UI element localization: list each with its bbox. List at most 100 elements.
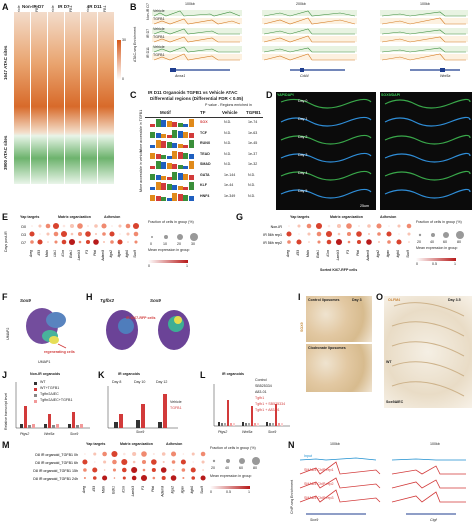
dot-gene-label: Lamb3	[336, 250, 340, 260]
dot	[202, 469, 204, 471]
dot	[131, 475, 137, 481]
c-row-tf: HNF4	[200, 193, 210, 198]
dot	[92, 467, 98, 473]
dot	[141, 459, 147, 465]
dot	[337, 232, 341, 236]
dot	[61, 239, 67, 245]
j-ylabel: Relative transcript level	[4, 392, 8, 430]
j-swatch-2	[34, 388, 37, 391]
dot	[94, 224, 98, 228]
m-size-legend	[212, 457, 260, 465]
c-col-motif: Motif	[160, 110, 171, 115]
dot	[346, 231, 352, 237]
dot-gene-label: Il33	[92, 486, 96, 492]
c-row-vehicle: N.D.	[224, 162, 232, 166]
dot	[125, 223, 131, 229]
b-track-tgf-1: TGFB1	[153, 17, 165, 21]
j-barchart	[15, 382, 90, 429]
row-label-top: 1647 ATAC sites	[3, 45, 8, 80]
dot	[83, 476, 86, 480]
row-label-bottom: 3900 ATAC sites	[3, 135, 8, 170]
dot	[287, 240, 291, 244]
h-gene-1: Tgfbr2	[100, 298, 114, 303]
dot	[182, 453, 185, 455]
dot	[172, 468, 175, 472]
j-swatch-4	[34, 400, 37, 403]
dot-gene-label: Msln	[45, 250, 49, 257]
m-dotplot: D8 IR organoid_TGFB1 0h D8 IR organoid_TG…	[33, 450, 206, 498]
d-day-1: Day 1	[298, 117, 308, 121]
dot	[112, 468, 117, 472]
m-size-tick-1: 40	[225, 466, 229, 470]
g-size-tick-0: 20	[417, 240, 421, 244]
m-group-2: Matrix organization	[120, 442, 153, 446]
dot	[326, 239, 332, 245]
dot	[122, 467, 127, 473]
m-color-0: 0	[210, 490, 212, 494]
c-motif-logo	[150, 161, 194, 169]
dot	[68, 238, 76, 246]
e-legend-title: Fraction of cells in group (%)	[148, 220, 194, 224]
panel-letter-g: G	[236, 212, 244, 222]
dot	[152, 452, 155, 456]
dot-gene-label: Plat	[356, 249, 360, 256]
b-track-veh-2: Vehicle	[153, 27, 165, 31]
k-gene: Sox9	[136, 430, 145, 434]
l-gene-3: Sox9	[268, 430, 277, 434]
j-gene-1: Ptgs2	[20, 432, 30, 436]
j-legend-1: WT	[40, 380, 46, 384]
b-gene-3: Wnt5a	[440, 74, 451, 78]
c-row-vehicle: N.D.	[224, 151, 232, 156]
dot	[82, 459, 88, 465]
dot	[54, 240, 58, 244]
c-row-tf: KLF	[200, 183, 207, 187]
dot	[366, 239, 372, 245]
dot	[92, 476, 97, 480]
dot-gene-label: Itgav	[386, 250, 390, 258]
dot	[288, 225, 290, 227]
dot	[85, 231, 91, 237]
b-side-ir7: IR D7	[146, 28, 150, 38]
b-scale-1: 100kb	[185, 2, 195, 6]
panel-letter-l: L	[200, 370, 206, 380]
dot	[113, 477, 116, 479]
dot	[170, 451, 177, 457]
panel-letter-m: M	[2, 440, 10, 450]
dot	[336, 223, 342, 229]
e-size-tick-3: 30	[191, 242, 195, 246]
dot	[38, 224, 42, 228]
o-label-sox9: Sox9ΔIEC	[386, 400, 404, 404]
dot-gene-label: Sox9	[406, 250, 410, 258]
d-day-0: Day 0	[298, 99, 308, 103]
dot	[315, 222, 323, 230]
n-track-input: Input	[304, 454, 312, 458]
dot	[162, 460, 165, 464]
dot	[161, 452, 166, 456]
c-row-tgfb1: 1e-63	[248, 130, 258, 135]
dot	[346, 223, 352, 229]
dot	[134, 240, 138, 244]
g-colorbar	[416, 258, 456, 261]
dot	[30, 240, 34, 244]
l-gene-1: Ptgs2	[218, 430, 228, 434]
g-size-tick-3: 80	[457, 240, 461, 244]
g-group-3: Adhesion	[380, 215, 397, 219]
dot	[406, 223, 412, 229]
dot	[182, 476, 185, 480]
l-legend-2: SB525334	[255, 384, 272, 388]
dot	[367, 232, 371, 236]
dot	[376, 223, 382, 229]
c-side-top: More accessible in TGFB1	[139, 109, 143, 152]
c-row-tgfb1: N.D.	[248, 193, 256, 198]
f-axis-y: UMAP2	[6, 327, 10, 340]
e-group-3: Adhesion	[104, 215, 121, 219]
dot-gene-label: Areg	[286, 250, 290, 258]
c-col-vehicle: Vehicle	[222, 110, 238, 115]
k-legend-1: Vehicle	[170, 400, 182, 404]
dot-gene-label: F3	[346, 250, 350, 254]
b-track-tgf-3: TGFB1	[153, 53, 165, 57]
e-color-min: 0	[148, 264, 150, 268]
n-gene-1: Sox9	[310, 518, 319, 522]
dot	[112, 459, 117, 465]
l-barchart	[213, 384, 290, 427]
